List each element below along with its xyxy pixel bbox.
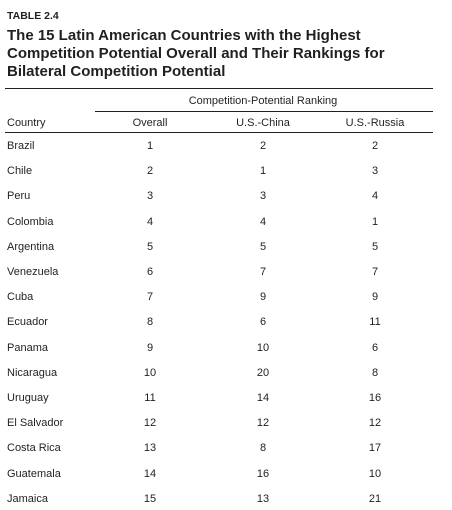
rank-cell: 10 [143,366,157,379]
row-label: Jamaica [7,492,48,505]
rank-cell: 14 [143,467,157,480]
rank-cell: 7 [146,291,154,304]
rank-cell: 8 [146,316,154,329]
rank-cell: 5 [259,240,267,253]
rank-cell: 16 [256,467,270,480]
rank-cell: 2 [371,140,379,152]
row-label: Venezuela [7,266,59,278]
row-label: Argentina [7,240,55,253]
row-label: El Salvador [7,417,64,430]
row-label: Cuba [7,291,34,304]
rank-cell: 4 [371,190,379,203]
spanner-rule [95,111,433,112]
rank-cell: 9 [259,291,267,304]
rank-cell: 2 [259,140,267,152]
rank-cell: 4 [146,215,154,228]
rank-cell: 5 [146,240,154,253]
rank-cell: 1 [259,165,267,178]
rank-cell: 6 [146,266,154,278]
rank-cell: 6 [371,341,379,354]
rank-cell: 15 [143,492,157,505]
rank-cell: 13 [256,492,270,505]
row-label: Uruguay [7,392,49,404]
rank-cell: 5 [371,240,379,253]
rank-cell: 10 [368,467,382,480]
rank-cell: 7 [259,266,267,278]
table-title: The 15 Latin American Countries with the… [7,27,385,80]
rank-cell: 12 [368,417,382,430]
row-label: Guatemala [7,467,61,480]
column-header: Overall [132,117,168,129]
row-label: Peru [7,190,31,203]
top-rule [5,88,433,89]
column-header: Country [7,117,46,129]
rank-cell: 3 [259,190,267,203]
column-header: U.S.-Russia [345,117,405,129]
rank-cell: 12 [256,417,270,430]
rank-cell: 4 [259,215,267,228]
rank-cell: 3 [146,190,154,203]
rank-cell: 1 [146,140,154,152]
row-label: Colombia [7,215,54,228]
row-label: Ecuador [7,316,48,329]
row-label: Costa Rica [7,442,61,455]
spanner-header: Competition-Potential Ranking [188,95,338,107]
table-label: TABLE 2.4 [7,10,59,22]
rank-cell: 9 [371,291,379,304]
rank-cell: 6 [259,316,267,329]
rank-cell: 10 [256,341,270,354]
rank-cell: 8 [371,366,379,379]
column-header: U.S.-China [236,117,290,129]
rank-cell: 3 [371,165,379,178]
row-label: Nicaragua [7,366,58,379]
rank-cell: 13 [143,442,157,455]
row-label: Brazil [7,140,35,152]
header-rule [5,132,433,133]
rank-cell: 20 [256,366,270,379]
rank-cell: 11 [369,316,381,329]
rank-cell: 7 [371,266,379,278]
rank-cell: 14 [256,392,270,404]
rank-cell: 1 [371,215,379,228]
row-label: Panama [7,341,48,354]
rank-cell: 12 [143,417,157,430]
rank-cell: 21 [368,492,382,505]
row-label: Chile [7,165,33,178]
rank-cell: 17 [368,442,382,455]
rank-cell: 2 [146,165,154,178]
rank-cell: 8 [259,442,267,455]
rank-cell: 9 [146,341,154,354]
rank-cell: 11 [144,392,156,404]
rank-cell: 16 [368,392,382,404]
